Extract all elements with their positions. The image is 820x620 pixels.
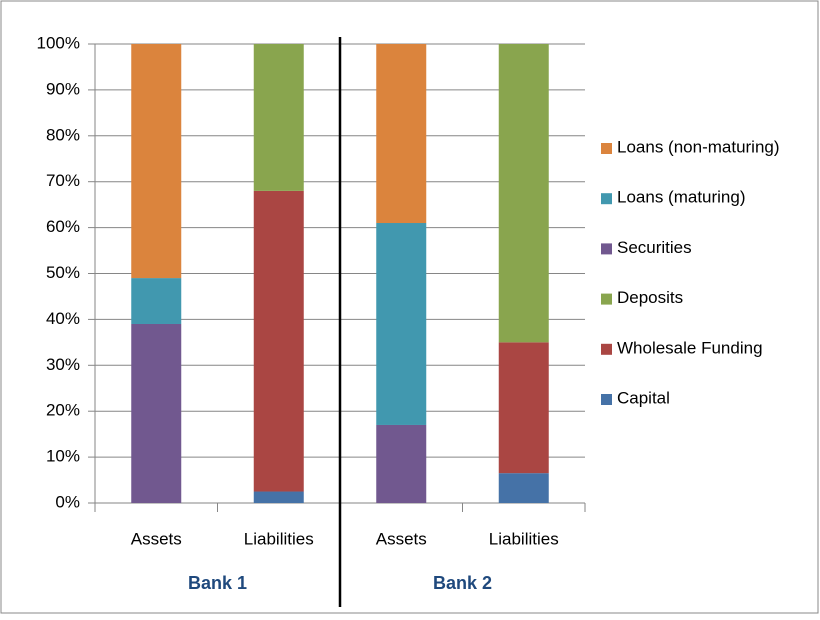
bar-segment — [376, 424, 427, 503]
legend-swatch — [601, 293, 612, 305]
y-tick-label: 60% — [46, 217, 80, 236]
legend-label: Loans (non-maturing) — [617, 137, 780, 156]
legend-label: Wholesale Funding — [617, 338, 763, 357]
y-tick-label: 20% — [46, 401, 80, 420]
bar-segment — [498, 342, 549, 474]
legend-label: Loans (maturing) — [617, 188, 746, 207]
legend-label: Securities — [617, 238, 692, 257]
bar-segment — [131, 323, 182, 503]
bar-segment — [131, 278, 182, 324]
bar-segment — [253, 190, 304, 492]
y-tick-label: 80% — [46, 125, 80, 144]
y-tick-label: 0% — [55, 492, 80, 511]
y-tick-label: 50% — [46, 263, 80, 282]
group-label: Bank 1 — [188, 573, 247, 593]
y-tick-label: 30% — [46, 355, 80, 374]
bar-segment — [376, 44, 427, 224]
legend-swatch — [601, 343, 612, 355]
x-tick-label: Assets — [376, 529, 427, 548]
bar-segment — [253, 44, 304, 191]
legend-swatch — [601, 394, 612, 405]
y-tick-label: 90% — [46, 79, 80, 98]
legend-swatch — [601, 193, 612, 205]
y-tick-label: 40% — [46, 309, 80, 328]
y-tick-label: 70% — [46, 171, 80, 190]
y-tick-label: 100% — [37, 33, 80, 52]
x-tick-label: Assets — [131, 529, 182, 548]
legend-swatch — [601, 143, 612, 154]
x-tick-label: Liabilities — [244, 529, 314, 548]
y-tick-label: 10% — [46, 447, 80, 466]
bar-segment — [131, 44, 182, 279]
bar-segment — [253, 491, 304, 503]
legend-label: Capital — [617, 388, 670, 407]
bar-segment — [376, 223, 427, 425]
legend-swatch — [601, 243, 612, 255]
group-label: Bank 2 — [433, 573, 492, 593]
bar-segment — [498, 44, 549, 343]
bar-segment — [498, 473, 549, 503]
x-tick-label: Liabilities — [489, 529, 559, 548]
legend-label: Deposits — [617, 288, 683, 307]
